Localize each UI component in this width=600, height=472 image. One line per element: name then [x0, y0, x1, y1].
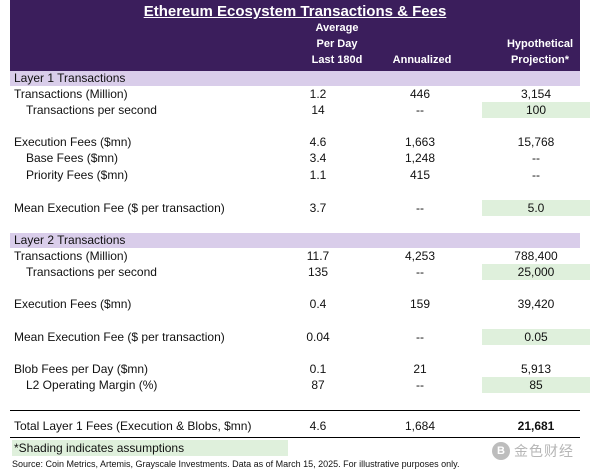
column-header-annualized: Annualized [392, 54, 452, 66]
table-row: Priority Fees ($mn) 1.1 415 -- [26, 168, 540, 182]
table-row: Base Fees ($mn) 3.4 1,248 -- [26, 151, 540, 165]
section-layer2: Layer 2 Transactions [10, 233, 580, 248]
table-row: Transactions (Million) 11.7 4,253 788,40… [14, 249, 558, 263]
column-header-average: Average Per Day Last 180d [311, 22, 363, 66]
source-line: Source: Coin Metrics, Artemis, Grayscale… [12, 459, 460, 469]
table-row: L2 Operating Margin (%) 87 -- 85 [10, 377, 590, 393]
total-divider [10, 410, 580, 411]
table-row: Execution Fees ($mn) 4.6 1,663 15,768 [14, 135, 555, 149]
table-row: Transactions per second 14 -- 100 [10, 102, 590, 118]
table-row: Mean Execution Fee ($ per transaction) 0… [10, 329, 590, 345]
table-header: Ethereum Ecosystem Transactions & Fees A… [10, 0, 580, 71]
table-row: Transactions per second 135 -- 25,000 [10, 264, 590, 280]
table-row: Transactions (Million) 1.2 446 3,154 [14, 87, 552, 101]
watermark-logo-icon: B [492, 442, 510, 460]
total-row: Total Layer 1 Fees (Execution & Blobs, $… [14, 419, 555, 433]
bottom-divider [10, 437, 580, 438]
watermark: B 金色财经 [492, 440, 590, 462]
table-row: Mean Execution Fee ($ per transaction) 3… [10, 200, 590, 216]
table-row: Blob Fees per Day ($mn) 0.1 21 5,913 [14, 362, 552, 376]
watermark-text: 金色财经 [514, 443, 574, 459]
section-layer1: Layer 1 Transactions [10, 71, 580, 86]
table-title: Ethereum Ecosystem Transactions & Fees [143, 3, 447, 20]
column-header-projection: Hypothetical Projection* [506, 38, 573, 66]
table-row: Execution Fees ($mn) 0.4 159 39,420 [14, 297, 555, 311]
shading-note: *Shading indicates assumptions [12, 440, 288, 456]
